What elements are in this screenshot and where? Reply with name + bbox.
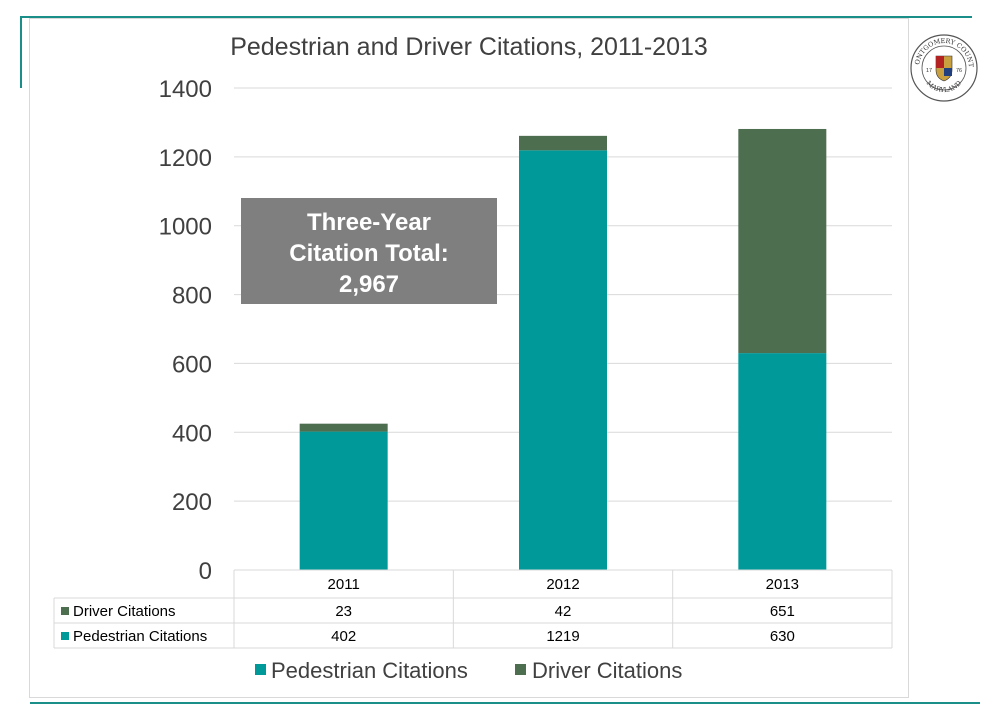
bar-driver-citations-2013 [738,128,827,354]
y-tick-label: 800 [172,283,212,310]
left-accent-line [20,16,22,88]
table-cell: 23 [335,603,352,620]
callout-box [241,198,497,304]
bar-driver-citations-2012 [519,135,607,151]
bar-pedestrian-citations-2013 [738,353,827,570]
table-cell: 42 [555,603,572,620]
legend-label: Pedestrian Citations [271,658,468,683]
data-table: 2011 2012 2013 Driver Citations 23 42 651 Pedes… [53,569,893,649]
seal-year-right: 76 [956,68,962,74]
legend-swatch [515,664,526,675]
bottom-accent-line [30,702,980,704]
chart-title: Pedestrian and Driver Citations, 2011-20… [230,33,708,61]
table-row-label: Driver Citations [73,603,176,620]
chart-area: Pedestrian and Driver Citations, 2011-20… [29,18,909,698]
y-tick-label: 1400 [159,76,212,103]
table-cell: 402 [331,628,356,645]
callout-line-2: Citation Total: [289,240,449,267]
chart-svg: Pedestrian and Driver Citations, 2011-20… [53,33,893,683]
seal-quarter-icon [936,56,944,68]
seal-year-left: 17 [926,68,932,74]
category-label: 2013 [766,576,799,593]
legend-label: Driver Citations [532,658,682,683]
y-tick-label: 1000 [159,214,212,241]
category-label: 2011 [328,576,360,593]
table-cell: 651 [770,603,795,620]
bar-pedestrian-citations-2011 [299,431,388,570]
callout-line-3: 2,967 [339,271,399,298]
y-tick-label: 0 [199,558,212,585]
category-label: 2012 [546,576,579,593]
legend-swatch [255,664,266,675]
legend: Pedestrian Citations Driver Citations [255,658,682,683]
table-cell: 630 [770,628,795,645]
county-seal-logo: MONTGOMERY COUNTY MARYLAND 17 76 [910,34,978,102]
y-tick-label: 1200 [159,145,212,172]
bar-driver-citations-2011 [299,423,388,432]
total-callout: Three-Year Citation Total: 2,967 [241,198,497,304]
seal-quarter-icon-2 [944,68,952,76]
bar-layer [299,128,827,570]
table-row-swatch [61,632,69,640]
y-tick-label: 600 [172,351,212,378]
table-row-label: Pedestrian Citations [73,628,207,645]
y-tick-label: 400 [172,420,212,447]
table-cell: 1219 [546,628,579,645]
table-row-swatch [61,607,69,615]
top-accent-line [22,16,972,18]
bar-pedestrian-citations-2012 [519,150,607,570]
callout-line-1: Three-Year [307,209,431,236]
y-tick-label: 200 [172,489,212,516]
